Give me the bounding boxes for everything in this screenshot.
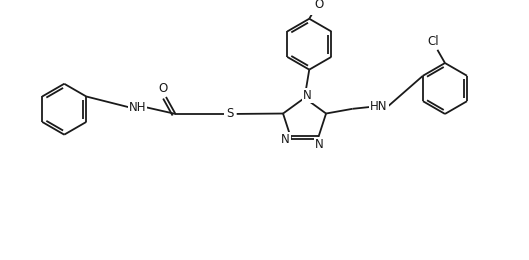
Text: Cl: Cl	[428, 35, 440, 48]
Text: N: N	[281, 133, 290, 146]
Text: HN: HN	[370, 100, 388, 113]
Text: NH: NH	[129, 101, 147, 114]
Text: N: N	[303, 89, 312, 102]
Text: S: S	[226, 107, 234, 120]
Text: N: N	[315, 138, 324, 151]
Text: O: O	[314, 0, 323, 11]
Text: O: O	[159, 82, 168, 95]
